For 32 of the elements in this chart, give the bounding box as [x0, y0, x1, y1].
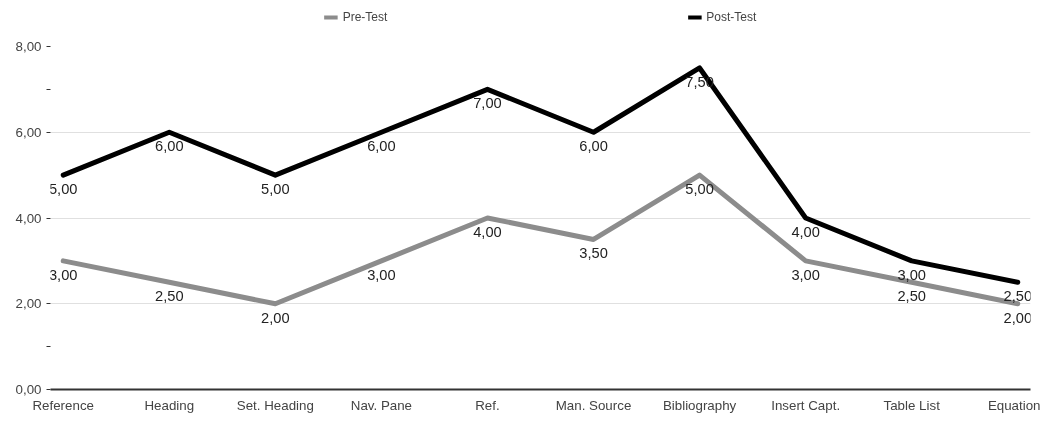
x-tick-label: Man. Source — [555, 397, 632, 413]
y-tick-label: 8,00 — [15, 39, 42, 54]
data-label: 5,00 — [261, 181, 290, 198]
data-label: 3,00 — [897, 266, 926, 283]
legend-label: Post-Test — [706, 10, 757, 24]
x-tick-label: Ref. — [475, 397, 500, 413]
data-label: 4,00 — [473, 224, 502, 240]
x-tick-label: Reference — [32, 397, 94, 413]
data-label: 4,00 — [791, 224, 820, 240]
x-tick-label: Heading — [144, 397, 195, 413]
x-tick-label: Equation — [987, 397, 1041, 413]
data-label: 2,50 — [897, 288, 926, 305]
x-tick-label: Set. Heading — [236, 397, 314, 413]
data-label: 3,00 — [367, 266, 396, 283]
data-label: 5,00 — [685, 181, 714, 198]
data-label: 2,00 — [261, 309, 290, 326]
x-tick-label: Nav. Pane — [350, 397, 413, 413]
data-label: 7,00 — [473, 95, 502, 112]
data-label: 6,00 — [367, 138, 396, 155]
x-tick-label: Insert Capt. — [771, 397, 841, 413]
y-tick-label: 0,00 — [15, 382, 42, 397]
y-tick-label: 2,00 — [15, 296, 42, 312]
data-label: 6,00 — [155, 138, 184, 155]
y-tick-label: 4,00 — [15, 210, 42, 226]
x-tick-label: Bibliography — [662, 397, 737, 413]
data-label: 3,50 — [579, 245, 608, 262]
data-label: 3,00 — [791, 266, 820, 283]
x-tick-label: Table List — [883, 397, 941, 413]
data-label: 2,50 — [155, 288, 184, 305]
legend-label: Pre-Test — [342, 10, 388, 24]
data-label: 6,00 — [579, 138, 608, 155]
y-tick-label: 6,00 — [15, 124, 42, 140]
